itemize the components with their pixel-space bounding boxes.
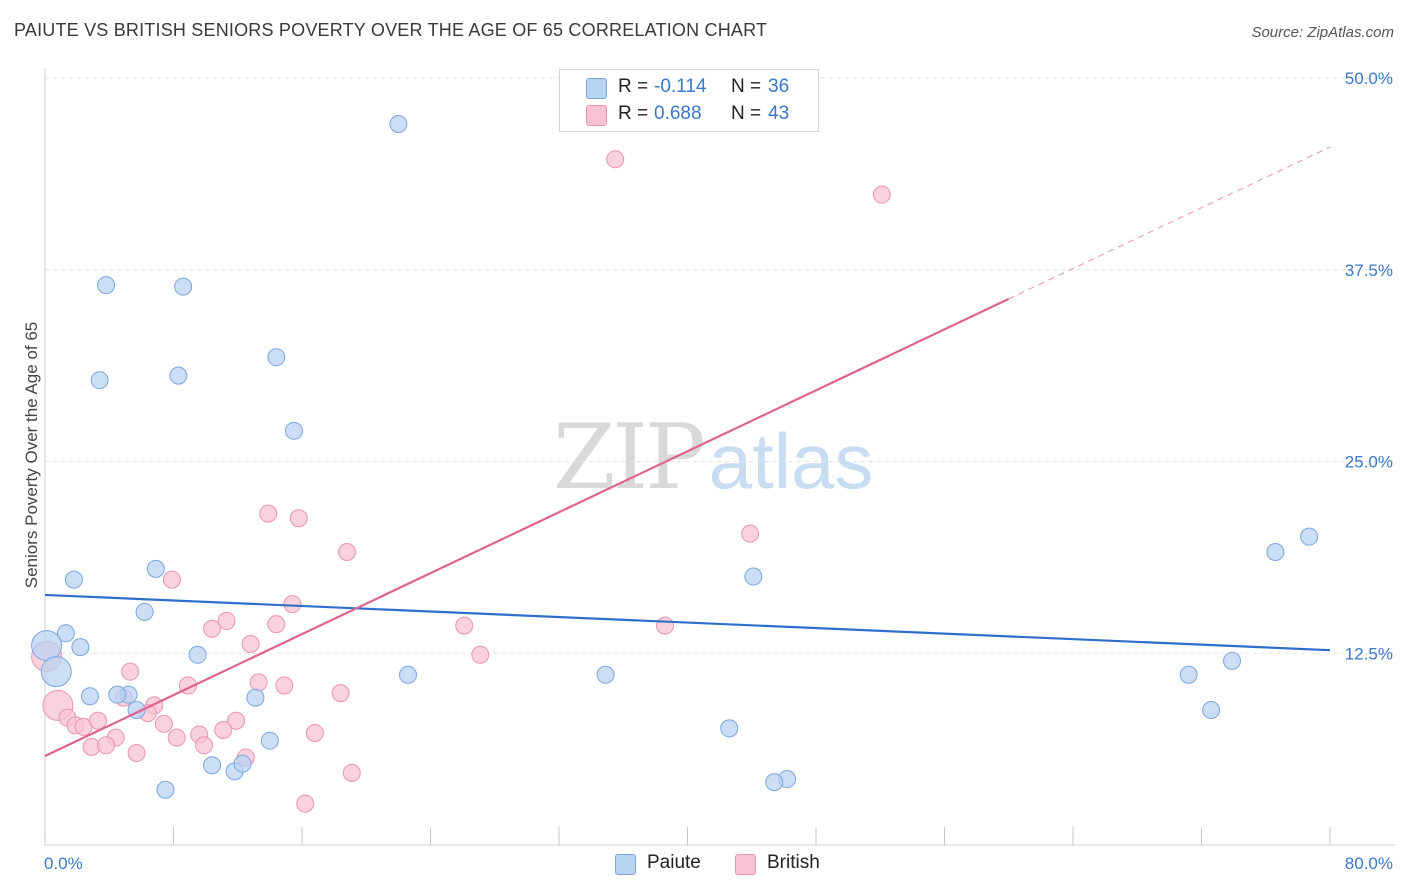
paiute-point-32 (1202, 701, 1221, 720)
y-tick-label-2: 37.5% (1345, 261, 1393, 280)
british-swatch (586, 105, 607, 126)
paiute-n-label: N = (731, 76, 762, 97)
paiute-point-26 (203, 756, 222, 775)
british-point-39 (195, 736, 214, 755)
paiute-point-29 (260, 731, 279, 750)
british-point-9 (203, 619, 222, 638)
paiute-point-15 (80, 687, 99, 706)
paiute-point-30 (156, 780, 175, 799)
british-point-6 (162, 570, 181, 589)
y-tick-label-0: 12.5% (1345, 644, 1393, 663)
paiute-legend-label: Paiute (647, 852, 701, 873)
paiute-point-35 (1300, 527, 1319, 546)
paiute-n-value: 36 (768, 76, 790, 97)
paiute-point-11 (71, 638, 90, 657)
paiute-point-21 (596, 665, 615, 684)
british-n-value: 43 (768, 103, 790, 124)
paiute-point-20 (399, 665, 418, 684)
paiute-legend-swatch (615, 854, 636, 875)
british-r-label: R = (618, 103, 649, 124)
british-point-1 (872, 185, 891, 204)
paiute-trend-line (44, 593, 1331, 652)
paiute-points (31, 115, 1319, 799)
correlation-legend: R = -0.114 N = 36 R = 0.688 N = 43 (559, 69, 819, 132)
british-point-13 (656, 616, 675, 635)
british-point-0 (606, 150, 625, 169)
paiute-point-6 (284, 421, 303, 440)
british-point-14 (471, 645, 490, 664)
paiute-point-31 (1179, 665, 1198, 684)
british-point-4 (337, 543, 356, 562)
british-point-19 (331, 684, 350, 703)
british-point-30 (227, 711, 246, 730)
series-legend: Paiute British (0, 852, 1406, 878)
british-point-37 (97, 736, 116, 755)
british-points (31, 150, 891, 813)
paiute-point-8 (146, 559, 165, 578)
paiute-point-10 (56, 624, 75, 643)
british-point-5 (741, 524, 760, 543)
x-tick-label-max: 80.0% (1345, 854, 1393, 873)
british-point-15 (121, 662, 140, 681)
paiute-point-23 (720, 719, 739, 738)
y-tick-label-3: 50.0% (1345, 69, 1393, 88)
british-point-42 (296, 794, 315, 813)
paiute-point-0 (389, 115, 408, 134)
british-trend-extension (1008, 146, 1331, 300)
paiute-point-7 (64, 570, 83, 589)
paiute-point-28 (233, 754, 252, 773)
paiute-r-label: R = (618, 76, 649, 97)
y-tick-label-1: 25.0% (1345, 453, 1393, 472)
british-point-11 (241, 635, 260, 654)
british-trend-line (44, 297, 1010, 758)
paiute-point-9 (135, 602, 154, 621)
british-point-18 (275, 676, 294, 695)
british-point-2 (259, 504, 278, 523)
paiute-swatch (586, 78, 607, 99)
british-point-29 (154, 714, 173, 733)
paiute-point-2 (174, 277, 193, 296)
x-tick-label-min: 0.0% (44, 854, 83, 873)
paiute-point-13 (40, 656, 72, 688)
british-legend-label: British (767, 852, 820, 873)
british-point-33 (167, 728, 186, 747)
british-point-12 (455, 616, 474, 635)
british-point-17 (249, 673, 268, 692)
british-r-value: 0.688 (654, 103, 702, 124)
axes (44, 68, 1395, 846)
watermark-zip: ZIP (553, 405, 706, 510)
paiute-point-14 (188, 645, 207, 664)
paiute-point-22 (744, 567, 763, 586)
british-point-10 (267, 615, 286, 634)
british-legend-swatch (735, 854, 756, 875)
paiute-point-17 (108, 685, 127, 704)
paiute-point-25 (765, 773, 784, 792)
paiute-point-4 (90, 371, 109, 390)
source-label: Source: ZipAtlas.com (1251, 24, 1394, 41)
chart-title: PAIUTE VS BRITISH SENIORS POVERTY OVER T… (14, 20, 768, 40)
paiute-point-5 (169, 366, 188, 385)
paiute-point-34 (1266, 543, 1285, 562)
british-point-38 (127, 743, 146, 762)
british-point-8 (217, 612, 236, 631)
paiute-r-value: -0.114 (654, 76, 707, 97)
paiute-point-3 (267, 348, 286, 367)
british-point-32 (214, 720, 233, 739)
trend-lines (44, 146, 1331, 758)
paiute-point-1 (97, 276, 116, 295)
british-point-7 (283, 595, 302, 614)
british-n-label: N = (731, 103, 762, 124)
tick-labels: 12.5% 25.0% 37.5% 50.0% 0.0% 80.0% (44, 69, 1393, 873)
paiute-point-33 (1223, 651, 1242, 670)
grid-lines (45, 77, 1395, 654)
british-point-3 (289, 509, 308, 528)
british-point-35 (305, 724, 324, 743)
british-point-41 (342, 763, 361, 782)
paiute-point-19 (246, 688, 265, 707)
paiute-point-12 (31, 630, 63, 662)
british-point-27 (89, 711, 108, 730)
